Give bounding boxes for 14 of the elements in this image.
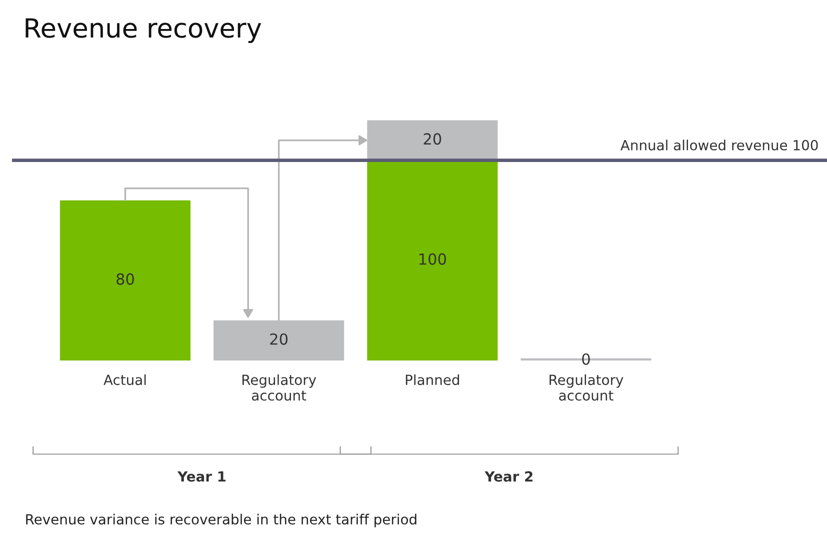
ref-line-label: Annual allowed revenue 100 [620,140,818,150]
x-tick-label: Regulatory account [550,374,624,401]
text: Year 1 [177,471,226,482]
x-tick-label: Regulatory account [242,374,316,401]
text: Year 2 [484,471,532,482]
chart-title: Revenue recovery [26,18,262,44]
text: Revenue variance is recoverable in the next tariff period [26,514,416,528]
data-label: 20 [424,133,442,145]
data-label: 0 [582,353,590,365]
data-label: 100 [420,253,446,265]
x-tick-label: Planned [406,374,459,386]
x-tick-label: Actual [104,374,146,386]
data-label: 80 [116,273,134,285]
data-label: 20 [270,333,288,345]
